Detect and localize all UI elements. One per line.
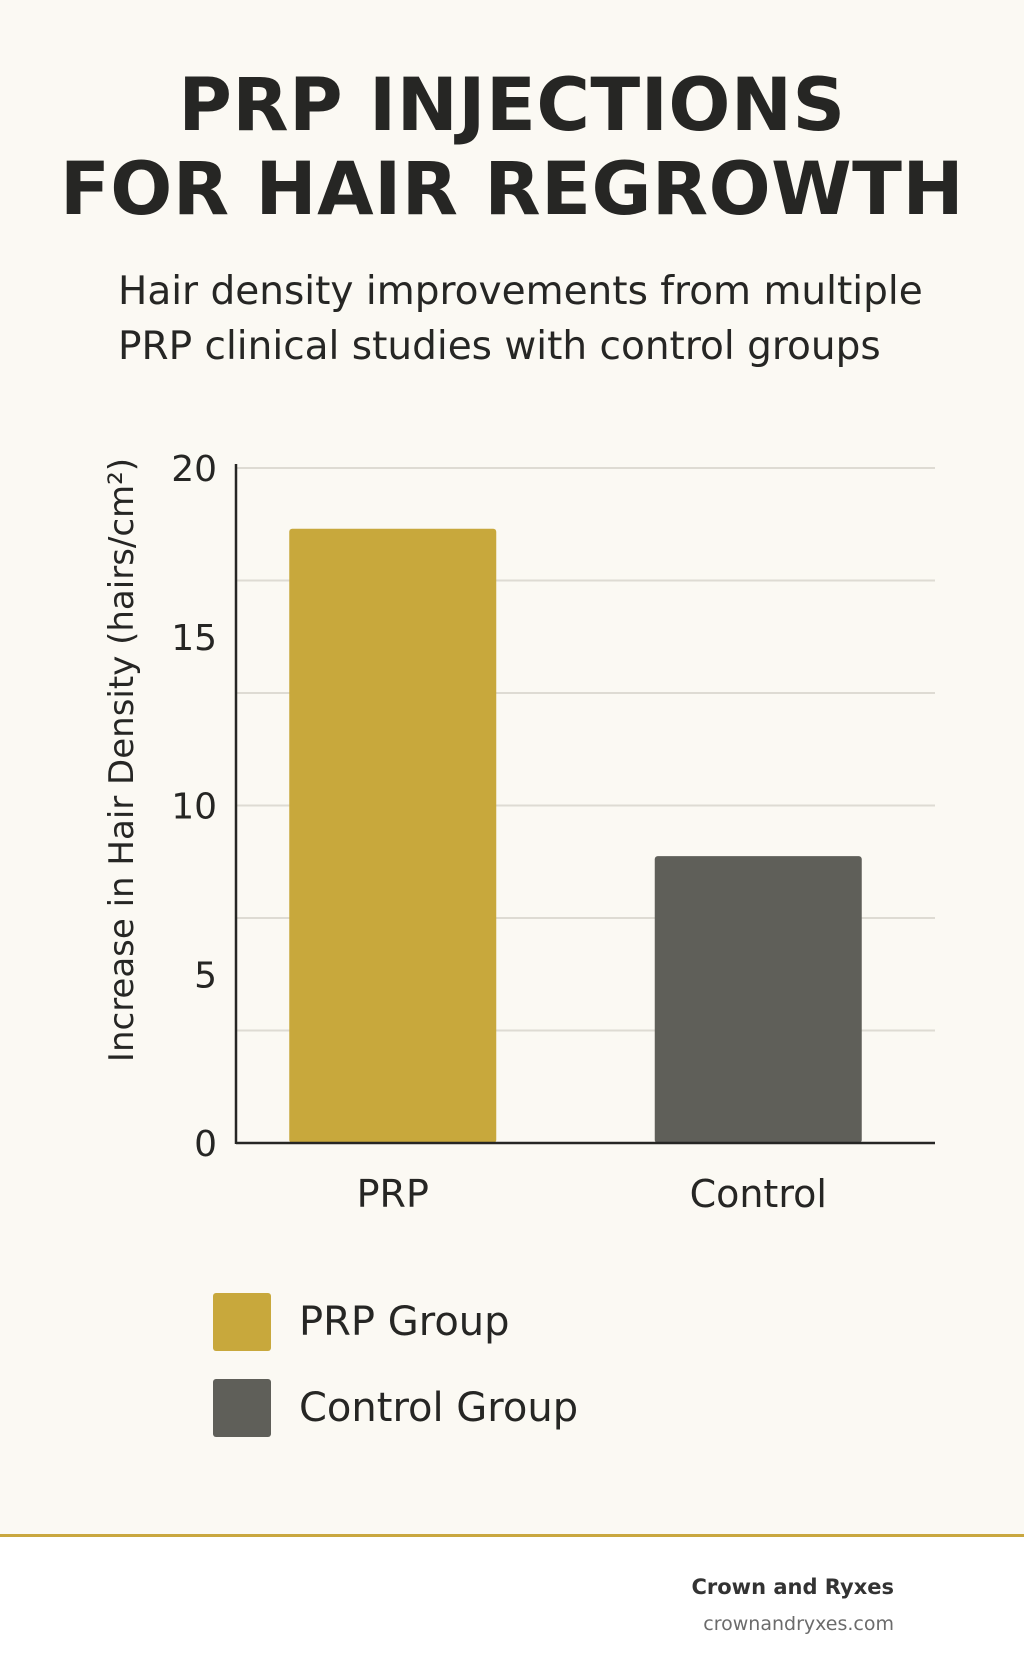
bars [289, 528, 862, 1143]
tick-labels: PRP Control 0 5 10 15 20 [171, 449, 827, 1216]
y-axis-label: Increase in Hair Density (hairs/cm²) [102, 458, 142, 1062]
legend-label-control: Control Group [299, 1385, 579, 1431]
bar-prp [289, 528, 497, 1143]
brand-name: Crown and Ryxes [691, 1575, 894, 1599]
title-line-1: PRP INJECTIONS [178, 63, 846, 148]
y-tick-label: 15 [171, 618, 217, 659]
bar-control [654, 856, 862, 1143]
bar-chart: PRP Control 0 5 10 15 20 Increase in Hair Dens… [102, 449, 935, 1216]
subtitle-line-2: PRP clinical studies with control groups [118, 324, 881, 369]
footer-divider [0, 1534, 1024, 1537]
x-tick-label: PRP [357, 1172, 429, 1216]
title-line-2: FOR HAIR REGROWTH [59, 147, 965, 232]
y-tick-label: 0 [194, 1124, 217, 1165]
subtitle-line-1: Hair density improvements from multiple [118, 269, 923, 314]
brand-url: crownandryxes.com [703, 1613, 894, 1635]
page-subtitle: Hair density improvements from multiple … [118, 264, 978, 374]
legend-label-prp: PRP Group [299, 1299, 510, 1345]
page-title: PRP INJECTIONS FOR HAIR REGROWTH [0, 64, 1024, 232]
y-tick-label: 5 [194, 955, 217, 996]
legend-swatch-prp [213, 1293, 271, 1351]
y-tick-label: 20 [171, 449, 217, 490]
x-tick-label: Control [690, 1172, 827, 1216]
axes [234, 464, 935, 1145]
footer: Crown and Ryxes crownandryxes.com [0, 1537, 1024, 1666]
legend-swatch-control [213, 1379, 271, 1437]
y-tick-label: 10 [171, 787, 217, 828]
